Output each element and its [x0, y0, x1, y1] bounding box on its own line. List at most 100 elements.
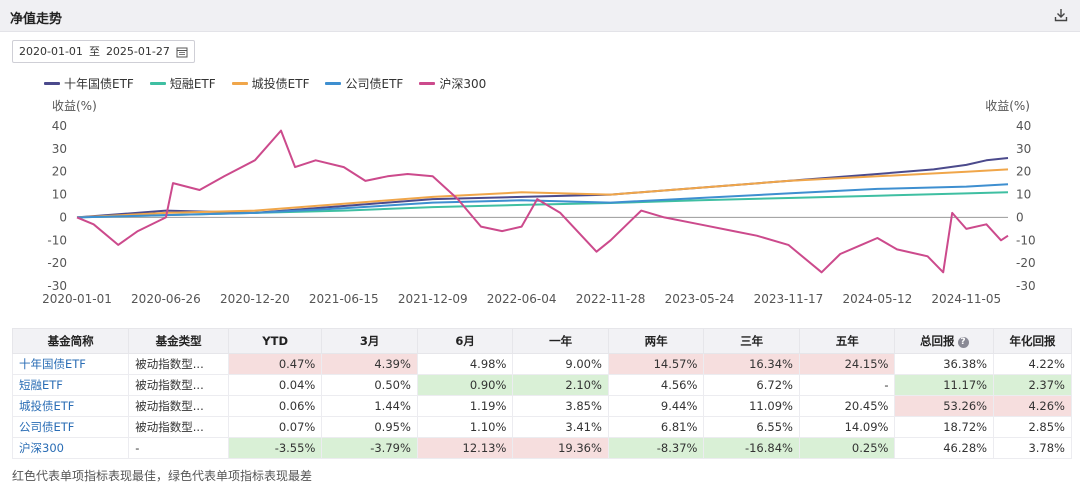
metric-cell: 6.81% [607, 416, 705, 438]
metric-cell: -3.55% [227, 437, 323, 459]
metric-cell: 0.50% [321, 374, 418, 396]
table-header-cell[interactable]: YTD [227, 328, 323, 354]
y-tick-label-right: -10 [1016, 233, 1036, 247]
metric-cell: 3.78% [993, 437, 1072, 459]
table-row: 沪深300- -3.55% -3.79% 12.13% 19.36% -8.37% -16.… [11, 437, 1072, 459]
y-axis-label-left: 收益(%) [52, 99, 97, 113]
fund-type-cell: 被动指数型... [128, 395, 229, 417]
table-header-cell[interactable]: 一年 [512, 328, 609, 354]
table-header-label: YTD [262, 334, 289, 348]
x-tick-label: 2022-11-28 [576, 292, 646, 306]
legend-item[interactable]: 短融ETF [149, 75, 216, 92]
metric-cell: 4.56% [607, 374, 705, 396]
series-line [76, 129, 1009, 274]
date-range-separator: 至 [88, 45, 100, 58]
legend-item[interactable]: 十年国债ETF [44, 75, 134, 92]
legend-label: 公司债ETF [345, 77, 404, 91]
metric-cell: 11.09% [703, 395, 800, 417]
x-tick-label: 2020-01-01 [42, 292, 112, 306]
x-tick-label: 2020-12-20 [220, 292, 290, 306]
x-tick-label: 2024-05-12 [842, 292, 912, 306]
legend-label: 城投债ETF [251, 77, 310, 91]
table-header-label: 3月 [359, 334, 380, 348]
panel-title: 净值走势 [10, 12, 63, 27]
metric-cell: 6.72% [703, 374, 800, 396]
legend-swatch [44, 82, 60, 85]
fund-name-link[interactable]: 城投债ETF [11, 395, 130, 417]
table-row: 公司债ETF 被动指数型... 0.07% 0.95% 1.10% 3.41% 6.81% 6… [11, 416, 1072, 438]
legend-swatch [419, 82, 436, 85]
x-tick-label: 2021-12-09 [398, 292, 468, 306]
y-tick-label-left: 10 [52, 188, 67, 202]
legend-item[interactable]: 城投债ETF [231, 75, 310, 92]
table-header-cell[interactable]: 6月 [416, 328, 514, 354]
y-tick-label-left: 20 [52, 165, 67, 179]
table-header-cell[interactable]: 基金简称 [11, 328, 130, 354]
table-header-cell[interactable]: 五年 [798, 328, 896, 354]
table-header-label: 五年 [835, 334, 859, 348]
x-tick-label: 2023-11-17 [754, 292, 824, 306]
series-line [76, 183, 1009, 219]
download-icon[interactable] [1054, 8, 1068, 22]
metric-cell: 1.19% [416, 395, 514, 417]
table-header-label: 年化回报 [1009, 334, 1056, 348]
table-header-label: 基金简称 [47, 334, 94, 348]
table-header-label: 6月 [455, 334, 475, 348]
metric-cell: 4.39% [321, 353, 418, 375]
help-icon[interactable]: ? [957, 337, 969, 348]
table-row: 十年国债ETF 被动指数型... 0.47% 4.39% 4.98% 9.00% 14.57… [11, 353, 1072, 375]
metric-cell: 0.07% [227, 416, 323, 438]
metric-cell: 1.44% [321, 395, 418, 417]
legend-swatch [231, 82, 248, 85]
metric-cell: 46.28% [894, 437, 995, 459]
table-header-cell[interactable]: 基金类型 [128, 328, 229, 354]
metric-cell: 4.22% [993, 353, 1072, 375]
metric-cell: 36.38% [894, 353, 995, 375]
table-header-label: 基金类型 [155, 334, 202, 348]
metric-cell: 0.04% [227, 374, 323, 396]
metric-cell: 0.90% [416, 374, 514, 396]
metric-cell: 4.26% [993, 395, 1072, 417]
y-tick-label-left: -10 [47, 233, 67, 247]
metric-cell: 19.36% [512, 437, 609, 459]
legend-item[interactable]: 沪深300 [419, 75, 486, 92]
date-range-picker[interactable]: 2020-01-01 至 2025-01-27 [12, 40, 195, 63]
fund-name-link[interactable]: 公司债ETF [11, 416, 130, 438]
metric-cell: 1.10% [416, 416, 514, 438]
metric-cell: -3.79% [321, 437, 418, 459]
metric-cell: 9.44% [607, 395, 705, 417]
table-header-label: 两年 [644, 334, 668, 348]
table-header-cell[interactable]: 3月 [321, 328, 418, 354]
legend-swatch [149, 82, 166, 85]
metric-cell: 53.26% [894, 395, 995, 417]
y-tick-label-left: 40 [52, 119, 67, 133]
fund-type-cell: 被动指数型... [128, 374, 229, 396]
fund-name-link[interactable]: 十年国债ETF [11, 353, 130, 375]
y-tick-label-left: 0 [59, 210, 67, 224]
metric-cell: - [798, 374, 896, 396]
fund-name-link[interactable]: 短融ETF [11, 374, 130, 396]
fund-type-cell: 被动指数型... [128, 353, 229, 375]
y-tick-label-right: 10 [1016, 188, 1031, 202]
metric-cell: 3.41% [512, 416, 609, 438]
table-header-cell[interactable]: 三年 [703, 328, 800, 354]
legend-item[interactable]: 公司债ETF [325, 75, 403, 92]
performance-table: 基金简称 基金类型 YTD 3月 6月 一年 两年 三年 五年 总回报? 年化回报 十年国债ETF 被… [11, 328, 1072, 459]
fund-name-link[interactable]: 沪深300 [11, 437, 130, 459]
table-header-cell[interactable]: 年化回报 [993, 328, 1072, 354]
panel-header: 净值走势 [0, 0, 1080, 32]
table-header-cell[interactable]: 两年 [607, 328, 705, 354]
fund-type-cell: - [128, 437, 229, 459]
metric-cell: 20.45% [798, 395, 896, 417]
y-tick-label-right: 20 [1016, 165, 1031, 179]
metric-cell: 2.37% [993, 374, 1072, 396]
metric-cell: 9.00% [512, 353, 609, 375]
table-header-cell[interactable]: 总回报? [894, 328, 995, 354]
metric-cell: 4.98% [416, 353, 514, 375]
metric-cell: 2.10% [512, 374, 609, 396]
table-row: 短融ETF 被动指数型... 0.04% 0.50% 0.90% 2.10% 4.56% 6.… [11, 374, 1072, 396]
metric-cell: 14.57% [607, 353, 705, 375]
metric-cell: 14.09% [798, 416, 896, 438]
legend-label: 短融ETF [169, 77, 216, 91]
